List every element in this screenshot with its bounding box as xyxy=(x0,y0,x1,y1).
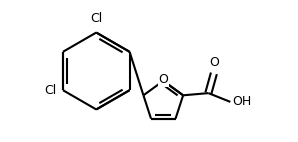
Text: O: O xyxy=(158,73,168,86)
Text: OH: OH xyxy=(232,95,252,108)
Text: O: O xyxy=(209,56,219,69)
Text: Cl: Cl xyxy=(90,12,103,25)
Text: Cl: Cl xyxy=(44,84,56,97)
